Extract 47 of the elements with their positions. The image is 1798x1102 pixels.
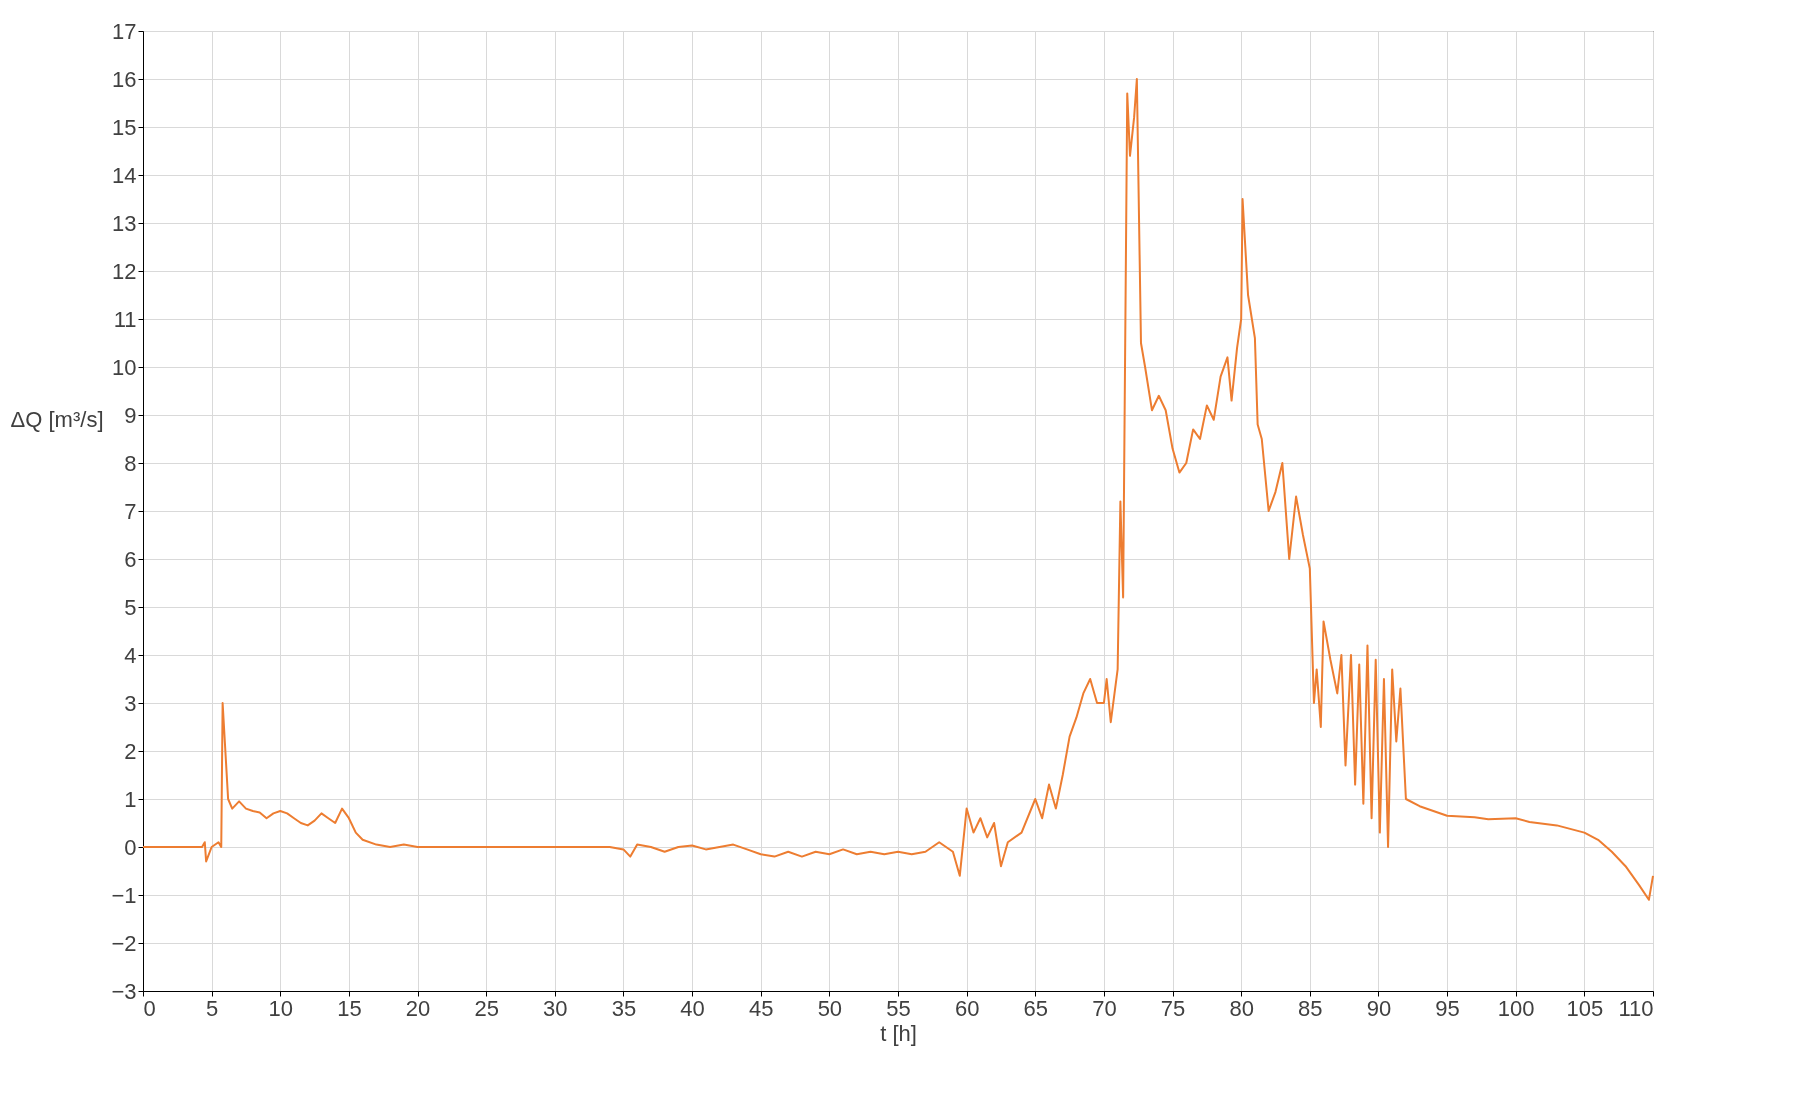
x-tick-label: 95 [1435,995,1460,1021]
y-tick-label: 11 [113,306,137,332]
x-tick-label: 90 [1366,995,1392,1021]
y-tick-label: 14 [112,162,137,188]
x-tick-label: 5 [206,995,219,1021]
x-tick-label: 55 [886,995,911,1021]
x-tick-label: 65 [1023,995,1049,1021]
x-tick-label: 40 [680,995,705,1021]
x-tick-label: 45 [748,995,774,1021]
y-tick-label: −3 [111,978,137,1004]
y-tick-label: 9 [124,402,137,428]
line-series [142,78,1654,901]
x-tick-label: 60 [954,995,980,1021]
x-tick-label: 30 [543,995,568,1021]
y-tick-label: 10 [112,354,137,380]
y-tick-label: 2 [124,738,137,764]
x-tick-label: 75 [1160,995,1186,1021]
y-tick-label: 12 [112,258,137,284]
y-axis-title: ΔQ [m³/s] [10,406,104,432]
y-tick-label: 5 [124,594,137,620]
x-tick-label: 10 [268,995,294,1021]
y-tick-label: 8 [124,450,137,476]
y-tick-label: 17 [112,18,137,44]
x-axis-title: t [h] [880,1020,917,1046]
y-tick-label: 15 [112,114,137,140]
x-tick-label: 50 [817,995,843,1021]
x-tick-label: 20 [405,995,431,1021]
y-tick-label: 13 [112,210,137,236]
x-tick-label: 70 [1092,995,1117,1021]
x-tick-label: 105 [1566,995,1604,1021]
x-tick-label: 25 [474,995,499,1021]
x-tick-label: 100 [1497,995,1535,1021]
x-tick-label: 35 [611,995,637,1021]
y-tick-label: 6 [124,546,137,572]
y-tick-label: 4 [124,642,137,668]
x-tick-label: 0 [143,995,156,1021]
y-tick-label: −1 [111,882,137,908]
x-tick-label: 110 [1618,995,1654,1021]
y-tick-label: 1 [124,786,137,812]
x-tick-label: 15 [337,995,362,1021]
y-tick-label: 7 [124,498,137,524]
y-tick-label: −2 [111,930,137,956]
x-tick-label: 85 [1298,995,1323,1021]
x-tick-label: 80 [1229,995,1254,1021]
y-tick-label: 3 [124,690,137,716]
y-tick-label: 16 [112,66,137,92]
y-tick-label: 0 [124,834,137,860]
